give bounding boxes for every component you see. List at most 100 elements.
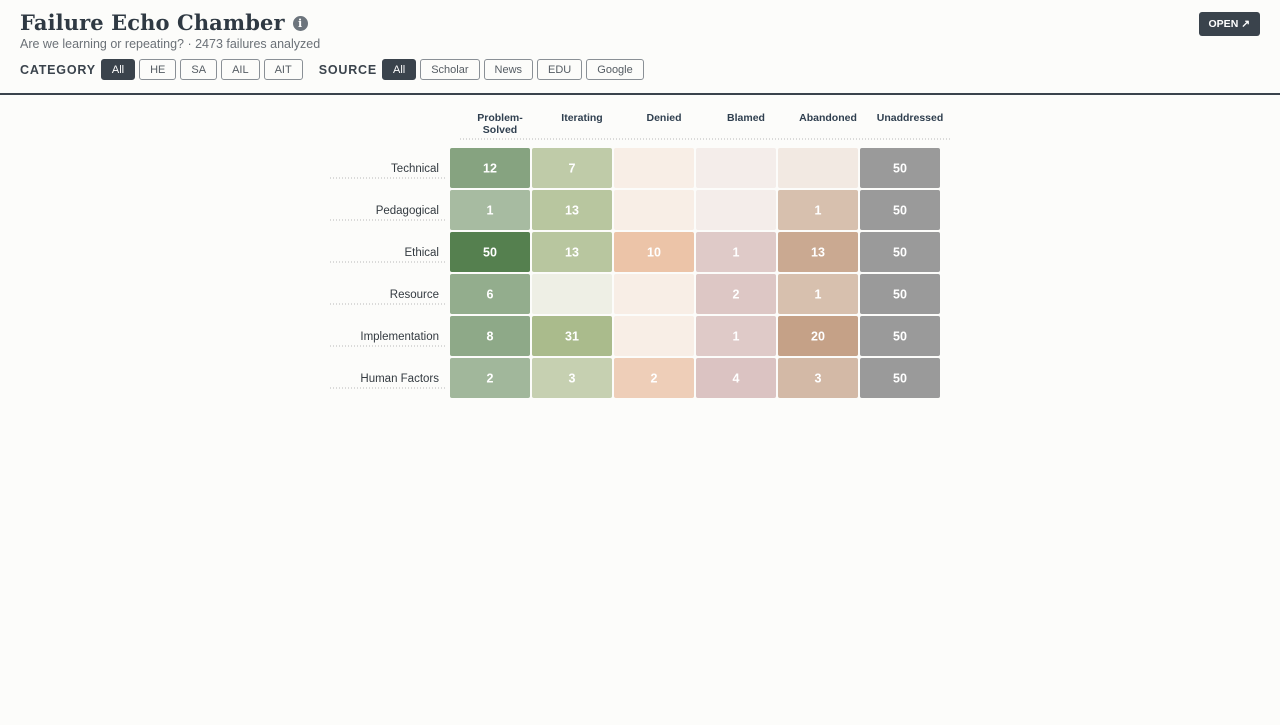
cell-value-5-1: 3 [569,372,576,386]
cell-value-1-0: 1 [487,204,494,218]
heatmap-cell-5-3[interactable] [696,358,776,398]
info-icon[interactable]: i [292,16,308,31]
column-label-4-0: Abandoned [799,112,857,124]
heatmap-cell-4-3[interactable] [696,316,776,356]
column-label-0-0: Problem- [477,112,523,124]
heatmap-cell-3-5[interactable] [860,274,940,314]
heatmap-cell-4-2[interactable] [614,316,694,356]
cell-value-5-2: 2 [651,372,658,386]
cell-value-1-4: 1 [815,204,822,218]
heatmap-cell-2-2[interactable] [614,232,694,272]
source-pill-scholar[interactable]: Scholar [420,59,480,80]
heatmap-cell-1-3[interactable] [696,190,776,230]
category-pill-sa[interactable]: SA [180,59,218,80]
cell-value-0-0: 12 [483,162,497,176]
filter-bar: CATEGORY All HE SA AIL AIT SOURCE All Scholar… [20,59,648,80]
cell-value-3-4: 1 [815,288,822,302]
heatmap-cell-2-1[interactable] [532,232,612,272]
cell-value-2-4: 13 [811,246,825,260]
row-label-2: Ethical [404,247,439,259]
cell-value-2-2: 10 [647,246,661,260]
heatmap-cell-0-0[interactable] [450,148,530,188]
row-label-0: Technical [391,163,439,175]
category-pill-he[interactable]: HE [139,59,177,80]
cell-value-0-5: 50 [893,162,907,176]
heatmap-cell-5-0[interactable] [450,358,530,398]
row-label-5: Human Factors [360,373,439,385]
category-pill-ail[interactable]: AIL [221,59,260,80]
heatmap-cell-0-1[interactable] [532,148,612,188]
page-title: Failure Echo Chamber [20,10,285,35]
cell-value-2-5: 50 [893,246,907,260]
cell-value-5-3: 4 [733,372,740,386]
row-label-1: Pedagogical [376,205,439,217]
cell-value-4-3: 1 [733,330,740,344]
cell-value-2-1: 13 [565,246,579,260]
heatmap-cell-4-0[interactable] [450,316,530,356]
column-label-0-1: Solved [483,124,517,136]
heatmap-cell-5-5[interactable] [860,358,940,398]
source-pill-edu[interactable]: EDU [537,59,583,80]
heatmap-chart: Problem- Solved Iterating Denied Blamed Aband… [0,95,1280,720]
cell-value-5-0: 2 [487,372,494,386]
source-pill-google[interactable]: Google [586,59,644,80]
cell-value-1-5: 50 [893,204,907,218]
heatmap-cell-1-2[interactable] [614,190,694,230]
heatmap-cell-2-0[interactable] [450,232,530,272]
heatmap-cell-4-5[interactable] [860,316,940,356]
heatmap-cell-0-3[interactable] [696,148,776,188]
category-pill-ait[interactable]: AIT [263,59,303,80]
cell-value-0-1: 7 [569,162,576,176]
heatmap-cell-1-0[interactable] [450,190,530,230]
cell-value-2-3: 1 [733,246,740,260]
cell-value-1-1: 13 [565,204,579,218]
row-label-4: Implementation [360,331,439,343]
heatmap-cell-5-4[interactable] [778,358,858,398]
source-pill-all[interactable]: All [381,59,417,80]
heatmap-cell-3-0[interactable] [450,274,530,314]
category-filter-label: CATEGORY [20,62,96,77]
category-filter-group: All HE SA AIL AIT [100,59,307,80]
heatmap-cell-4-1[interactable] [532,316,612,356]
cell-value-5-5: 50 [893,372,907,386]
heatmap-cell-1-1[interactable] [532,190,612,230]
cell-value-4-5: 50 [893,330,907,344]
heatmap-cell-0-5[interactable] [860,148,940,188]
heatmap-cell-5-2[interactable] [614,358,694,398]
column-label-3-0: Blamed [727,112,765,124]
heatmap-cell-0-4[interactable] [778,148,858,188]
heatmap-cell-3-2[interactable] [614,274,694,314]
cell-value-2-0: 50 [483,246,497,260]
heatmap-cell-2-3[interactable] [696,232,776,272]
cell-value-5-4: 3 [815,372,822,386]
heatmap-cell-5-1[interactable] [532,358,612,398]
title-row: Failure Echo Chamber i [20,10,308,35]
source-filter-group: All Scholar News EDU Google [381,59,648,80]
heatmap-cell-0-2[interactable] [614,148,694,188]
heatmap-cell-1-5[interactable] [860,190,940,230]
header: Failure Echo Chamber i Are we learning o… [0,0,1280,95]
source-pill-news[interactable]: News [483,59,534,80]
column-label-1-0: Iterating [561,112,602,124]
cell-value-3-3: 2 [733,288,740,302]
open-button[interactable]: OPEN ↗ [1198,12,1260,36]
heatmap-cell-2-5[interactable] [860,232,940,272]
heatmap-cell-3-3[interactable] [696,274,776,314]
heatmap-cell-4-4[interactable] [778,316,858,356]
cell-value-4-4: 20 [811,330,825,344]
column-label-5-0: Unaddressed [877,112,944,124]
category-pill-all[interactable]: All [100,59,136,80]
source-filter-label: SOURCE [318,62,377,77]
heatmap-cell-3-4[interactable] [778,274,858,314]
cell-value-3-0: 6 [487,288,494,302]
cell-value-4-1: 31 [565,330,579,344]
cell-value-3-5: 50 [893,288,907,302]
cell-value-4-0: 8 [487,330,494,344]
page-subtitle: Are we learning or repeating? · 2473 fai… [20,37,321,51]
row-label-3: Resource [390,289,439,301]
heatmap-cell-3-1[interactable] [532,274,612,314]
heatmap-cell-2-4[interactable] [778,232,858,272]
column-label-2-0: Denied [646,112,681,124]
heatmap-svg: Problem-Solved Iterating Denied Blamed Aband… [330,112,950,398]
heatmap-cell-1-4[interactable] [778,190,858,230]
